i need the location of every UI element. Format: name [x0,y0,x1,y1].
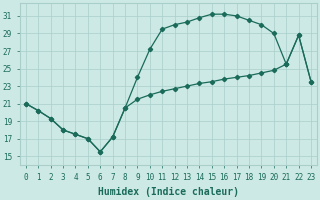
X-axis label: Humidex (Indice chaleur): Humidex (Indice chaleur) [98,187,239,197]
